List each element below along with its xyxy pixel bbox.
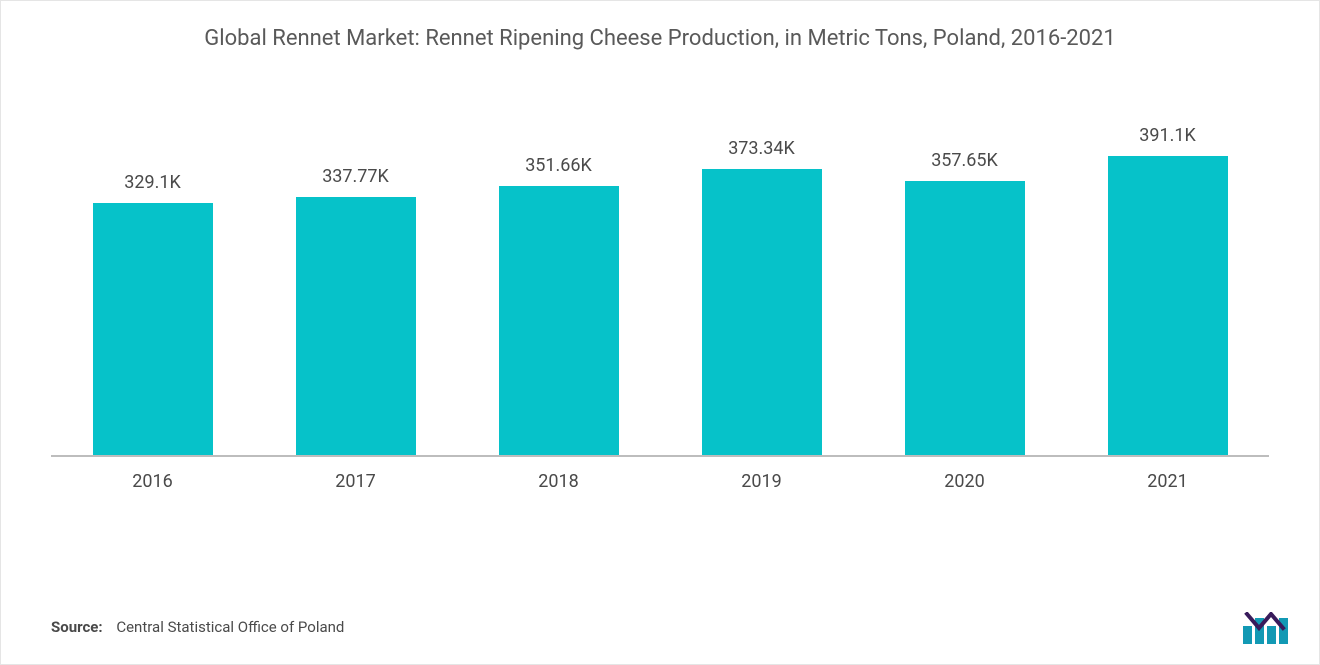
bar-group: 357.65K — [863, 115, 1066, 455]
bar-value-label: 357.65K — [931, 150, 998, 171]
source-text: Central Statistical Office of Poland — [116, 618, 344, 636]
bar-value-label: 351.66K — [525, 155, 592, 176]
x-axis: 2016 2017 2018 2019 2020 2021 — [41, 471, 1279, 492]
bar-plot: 329.1K 337.77K 351.66K 373.34K 357.65K 3… — [41, 115, 1279, 455]
bar-value-label: 329.1K — [124, 172, 181, 193]
x-tick: 2018 — [457, 471, 660, 492]
bar-value-label: 337.77K — [322, 166, 389, 187]
x-tick: 2021 — [1066, 471, 1269, 492]
source-attribution: Source: Central Statistical Office of Po… — [51, 618, 344, 636]
x-tick: 2019 — [660, 471, 863, 492]
bar — [499, 186, 619, 455]
bar — [296, 197, 416, 455]
bar — [1108, 156, 1228, 455]
bar-group: 337.77K — [254, 115, 457, 455]
bar-group: 373.34K — [660, 115, 863, 455]
bar-group: 329.1K — [51, 115, 254, 455]
bar-group: 351.66K — [457, 115, 660, 455]
brand-logo-icon — [1241, 612, 1291, 646]
bar — [702, 169, 822, 455]
x-tick: 2017 — [254, 471, 457, 492]
x-axis-baseline — [51, 455, 1269, 457]
source-label: Source: — [51, 618, 103, 636]
x-tick: 2016 — [51, 471, 254, 492]
chart-title: Global Rennet Market: Rennet Ripening Ch… — [160, 23, 1160, 55]
bar — [93, 203, 213, 455]
bar-value-label: 373.34K — [728, 138, 795, 159]
x-tick: 2020 — [863, 471, 1066, 492]
bar — [905, 181, 1025, 455]
bar-value-label: 391.1K — [1139, 125, 1196, 146]
bar-group: 391.1K — [1066, 115, 1269, 455]
chart-container: Global Rennet Market: Rennet Ripening Ch… — [0, 0, 1320, 665]
